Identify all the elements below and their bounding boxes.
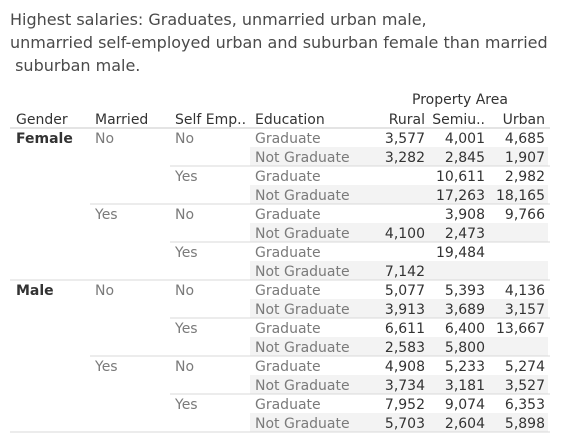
salary-value: 2,982 — [505, 169, 545, 185]
education-label: Graduate — [255, 283, 321, 299]
education-label: Graduate — [255, 321, 321, 337]
self-employed-label: No — [175, 131, 194, 147]
title-line-3: suburban male. — [10, 56, 141, 75]
self-employed-label: No — [175, 207, 194, 223]
column-group-header: Property Area — [412, 92, 508, 108]
salary-value: 3,908 — [445, 207, 485, 223]
column-header: Rural — [389, 112, 425, 128]
salary-value: 3,527 — [505, 378, 545, 394]
married-label: Yes — [94, 359, 118, 375]
gender-label: Male — [16, 283, 54, 299]
salary-value: 2,604 — [445, 416, 485, 432]
salary-value: 3,282 — [385, 150, 425, 166]
salary-value: 10,611 — [436, 169, 485, 185]
education-label: Graduate — [255, 245, 321, 261]
column-header: Semiu.. — [432, 112, 485, 128]
row-band — [250, 261, 548, 280]
education-label: Graduate — [255, 359, 321, 375]
row-band — [250, 299, 548, 318]
row-header: Education — [255, 112, 325, 128]
salary-value: 5,898 — [505, 416, 545, 432]
married-label: No — [95, 131, 114, 147]
salary-value: 2,583 — [385, 340, 425, 356]
education-label: Graduate — [255, 397, 321, 413]
education-label: Not Graduate — [255, 378, 350, 394]
title-line-1: Highest salaries: Graduates, unmarried u… — [10, 10, 427, 29]
education-label: Not Graduate — [255, 188, 350, 204]
salary-value: 9,766 — [505, 207, 545, 223]
row-band — [250, 223, 548, 242]
self-employed-label: Yes — [174, 397, 198, 413]
education-label: Not Graduate — [255, 416, 350, 432]
row-band — [250, 147, 548, 166]
chart-title: Highest salaries: Graduates, unmarried u… — [10, 8, 560, 77]
salary-value: 18,165 — [496, 188, 545, 204]
salary-value: 3,157 — [505, 302, 545, 318]
salary-value: 19,484 — [436, 245, 485, 261]
education-label: Graduate — [255, 207, 321, 223]
salary-value: 2,845 — [445, 150, 485, 166]
education-label: Not Graduate — [255, 340, 350, 356]
salary-value: 3,181 — [445, 378, 485, 394]
salary-value: 5,703 — [385, 416, 425, 432]
salary-value: 3,734 — [385, 378, 425, 394]
title-line-2: unmarried self-employed urban and suburb… — [10, 33, 548, 52]
salary-value: 4,136 — [505, 283, 545, 299]
row-band — [250, 413, 548, 432]
row-band — [250, 185, 548, 204]
education-label: Graduate — [255, 169, 321, 185]
salary-value: 1,907 — [505, 150, 545, 166]
salary-value: 4,001 — [445, 131, 485, 147]
salary-value: 7,952 — [385, 397, 425, 413]
self-employed-label: Yes — [174, 169, 198, 185]
education-label: Not Graduate — [255, 226, 350, 242]
self-employed-label: No — [175, 283, 194, 299]
gender-label: Female — [16, 131, 73, 147]
salary-value: 5,274 — [505, 359, 545, 375]
married-label: No — [95, 283, 114, 299]
row-header: Self Emp.. — [175, 112, 246, 128]
row-header: Married — [95, 112, 148, 128]
self-employed-label: No — [175, 359, 194, 375]
column-header: Urban — [503, 112, 545, 128]
married-label: Yes — [94, 207, 118, 223]
salary-value: 6,400 — [445, 321, 485, 337]
salary-value: 5,800 — [445, 340, 485, 356]
salary-value: 9,074 — [445, 397, 485, 413]
salary-value: 17,263 — [436, 188, 485, 204]
salary-value: 3,577 — [385, 131, 425, 147]
row-header: Gender — [16, 112, 68, 128]
education-label: Graduate — [255, 131, 321, 147]
salary-value: 5,393 — [445, 283, 485, 299]
salary-value: 4,100 — [385, 226, 425, 242]
row-band — [250, 337, 548, 356]
salary-value: 13,667 — [496, 321, 545, 337]
education-label: Not Graduate — [255, 150, 350, 166]
education-label: Not Graduate — [255, 302, 350, 318]
self-employed-label: Yes — [174, 321, 198, 337]
salary-value: 6,611 — [385, 321, 425, 337]
salary-value: 5,233 — [445, 359, 485, 375]
row-band — [250, 375, 548, 394]
salary-value: 7,142 — [385, 264, 425, 280]
self-employed-label: Yes — [174, 245, 198, 261]
salary-value: 2,473 — [445, 226, 485, 242]
salary-value: 5,077 — [385, 283, 425, 299]
salary-value: 4,685 — [505, 131, 545, 147]
education-label: Not Graduate — [255, 264, 350, 280]
salary-value: 3,913 — [385, 302, 425, 318]
salary-value: 3,689 — [445, 302, 485, 318]
salary-value: 6,353 — [505, 397, 545, 413]
salary-value: 4,908 — [385, 359, 425, 375]
